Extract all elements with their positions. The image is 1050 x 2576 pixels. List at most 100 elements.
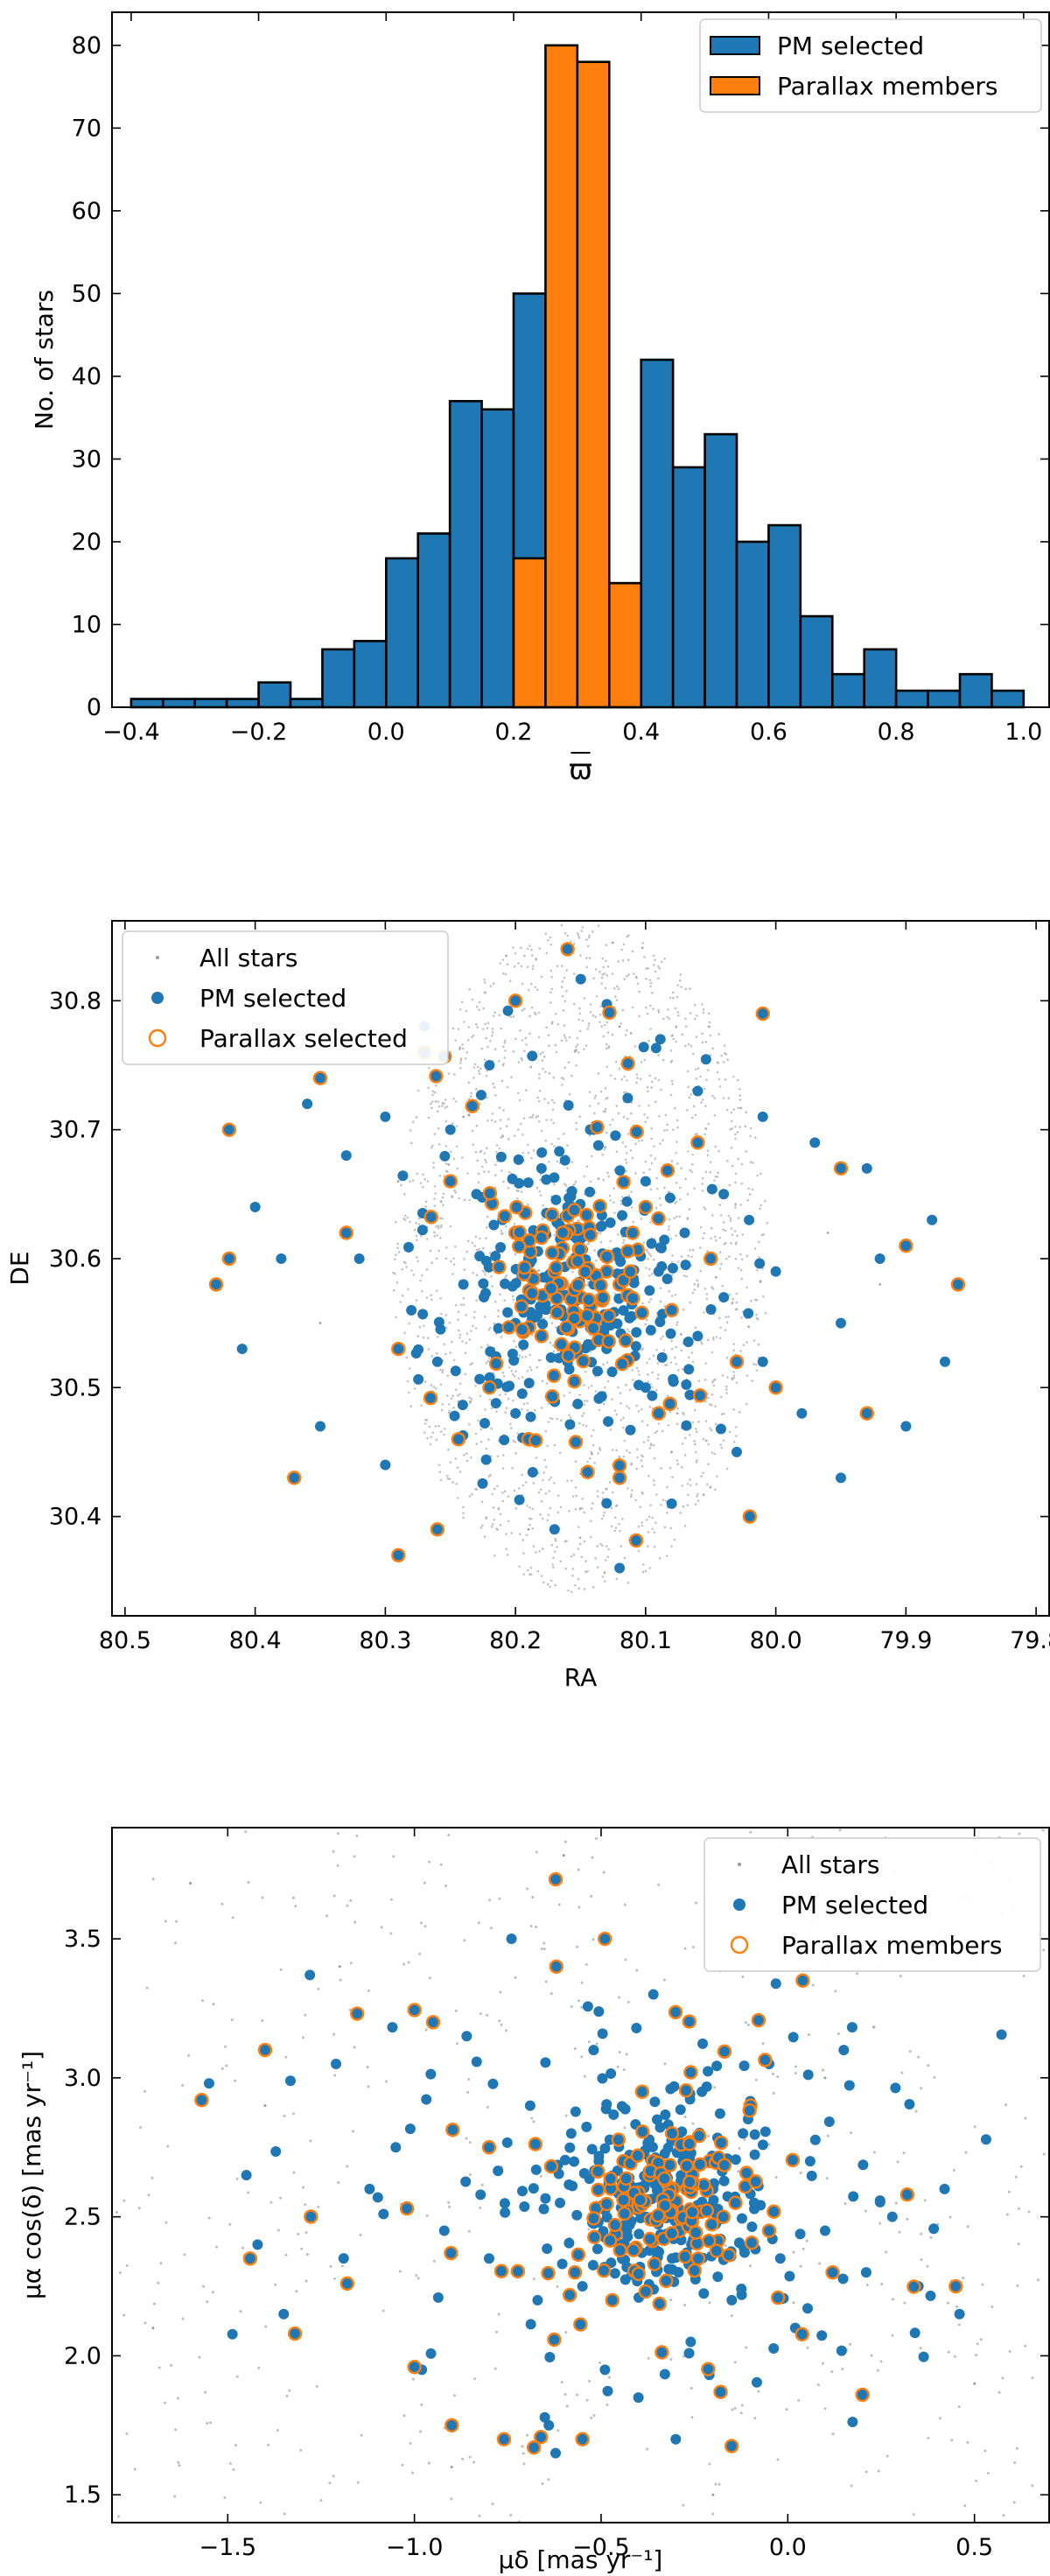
all-stars-point [401,1267,403,1271]
all-stars-point [458,1337,461,1339]
all-stars-point [637,1370,640,1372]
all-stars-point [486,1070,488,1072]
parallax-members-point [573,2317,588,2332]
all-stars-point [755,1369,759,1372]
parallax-selected-point [508,993,523,1008]
all-stars-point [493,1555,496,1557]
all-stars-point [535,957,538,960]
all-stars-point [416,1256,418,1259]
all-stars-point [560,986,564,988]
all-stars-point [676,1011,680,1014]
all-stars-point [473,1245,476,1247]
all-stars-point [641,1347,645,1351]
all-stars-point [722,1097,725,1099]
all-stars-point [746,1254,749,1258]
all-stars-point [602,1035,605,1038]
pm-selected-point [647,1390,658,1401]
parallax-selected-point [528,1433,543,1448]
all-stars-point [589,1003,592,1006]
all-stars-point [550,1322,554,1324]
parallax-members-point [635,2124,650,2139]
pm-selected-point [507,1173,518,1184]
all-stars-point [586,1284,589,1287]
parallax-members-point [611,2132,626,2147]
all-stars-point [716,1176,719,1178]
all-stars-point [532,2120,536,2123]
all-stars-point [706,1396,710,1400]
parallax-members-point [713,2384,728,2399]
all-stars-point [865,2283,869,2286]
all-stars-point [491,1492,494,1496]
all-stars-point [423,1881,426,1885]
all-stars-point [654,1206,658,1210]
all-stars-point [738,1217,740,1219]
parallax-members-point [598,1931,612,1947]
all-stars-point [475,1442,478,1445]
all-stars-point [621,1008,625,1012]
all-stars-point [613,1516,617,1520]
all-stars-point [521,1407,523,1411]
bar-pm-selected [990,689,1026,709]
all-stars-point [731,1233,734,1237]
all-stars-point [448,2205,452,2208]
x-tick-label: 80.4 [229,1627,282,1654]
all-stars-point [625,2053,628,2056]
all-stars-point [497,2313,500,2316]
all-stars-point [552,1566,555,1569]
pm-selected-point [838,2045,850,2056]
all-stars-point [585,965,588,969]
all-stars-point [412,1274,416,1276]
pm-selected-point [523,1378,535,1389]
all-stars-point [674,1202,676,1205]
all-stars-point [490,1407,494,1410]
all-stars-point [653,1456,656,1460]
all-stars-point [438,1249,440,1253]
parallax-selected-point [590,1120,605,1134]
all-stars-point [699,1075,702,1078]
pm-selected-point [372,2192,383,2203]
all-stars-point [651,1371,654,1374]
all-stars-point [626,1079,628,1082]
pm-selected-point [249,1202,261,1213]
pm-selected-point [601,2099,612,2110]
all-stars-point [419,1279,422,1282]
all-stars-point [455,1145,458,1148]
all-stars-point [653,1483,655,1486]
all-stars-point [572,1553,576,1556]
all-stars-point [752,1363,755,1365]
all-stars-point [642,1563,645,1566]
all-stars-point [520,1190,523,1193]
all-stars-point [457,1318,459,1322]
all-stars-point [578,1007,581,1010]
pm-selected-point [479,1292,490,1303]
all-stars-point [556,1511,560,1514]
all-stars-point [336,1864,340,1867]
plot-frame [111,1827,1050,2523]
all-stars-point [581,926,584,929]
all-stars-point [691,1360,695,1364]
all-stars-point [745,2346,748,2349]
all-stars-point [973,2382,976,2385]
all-stars-point [479,1237,481,1240]
pm-selected-point [592,1140,604,1151]
all-stars-point [548,1490,550,1492]
all-stars-point [563,1133,565,1135]
all-stars-point [669,1237,673,1240]
pm-selected-point [804,2156,816,2167]
parallax-members-point [654,2345,669,2360]
parallax-selected-point [578,1264,592,1280]
all-stars-point [691,1162,694,1166]
all-stars-point [451,1122,454,1125]
all-stars-point [430,1298,433,1302]
all-stars-point [430,1355,433,1358]
all-stars-point [568,1391,571,1394]
parallax-members-point [399,2200,415,2216]
bar-parallax-members [607,581,643,709]
parallax-selected-point [391,1548,406,1562]
pm-selected-point [634,2229,645,2240]
all-stars-point [447,2200,451,2204]
all-stars-point [658,1197,662,1200]
all-stars-point [731,1301,734,1304]
all-stars-point [725,1467,729,1470]
all-stars-point [531,1507,535,1511]
